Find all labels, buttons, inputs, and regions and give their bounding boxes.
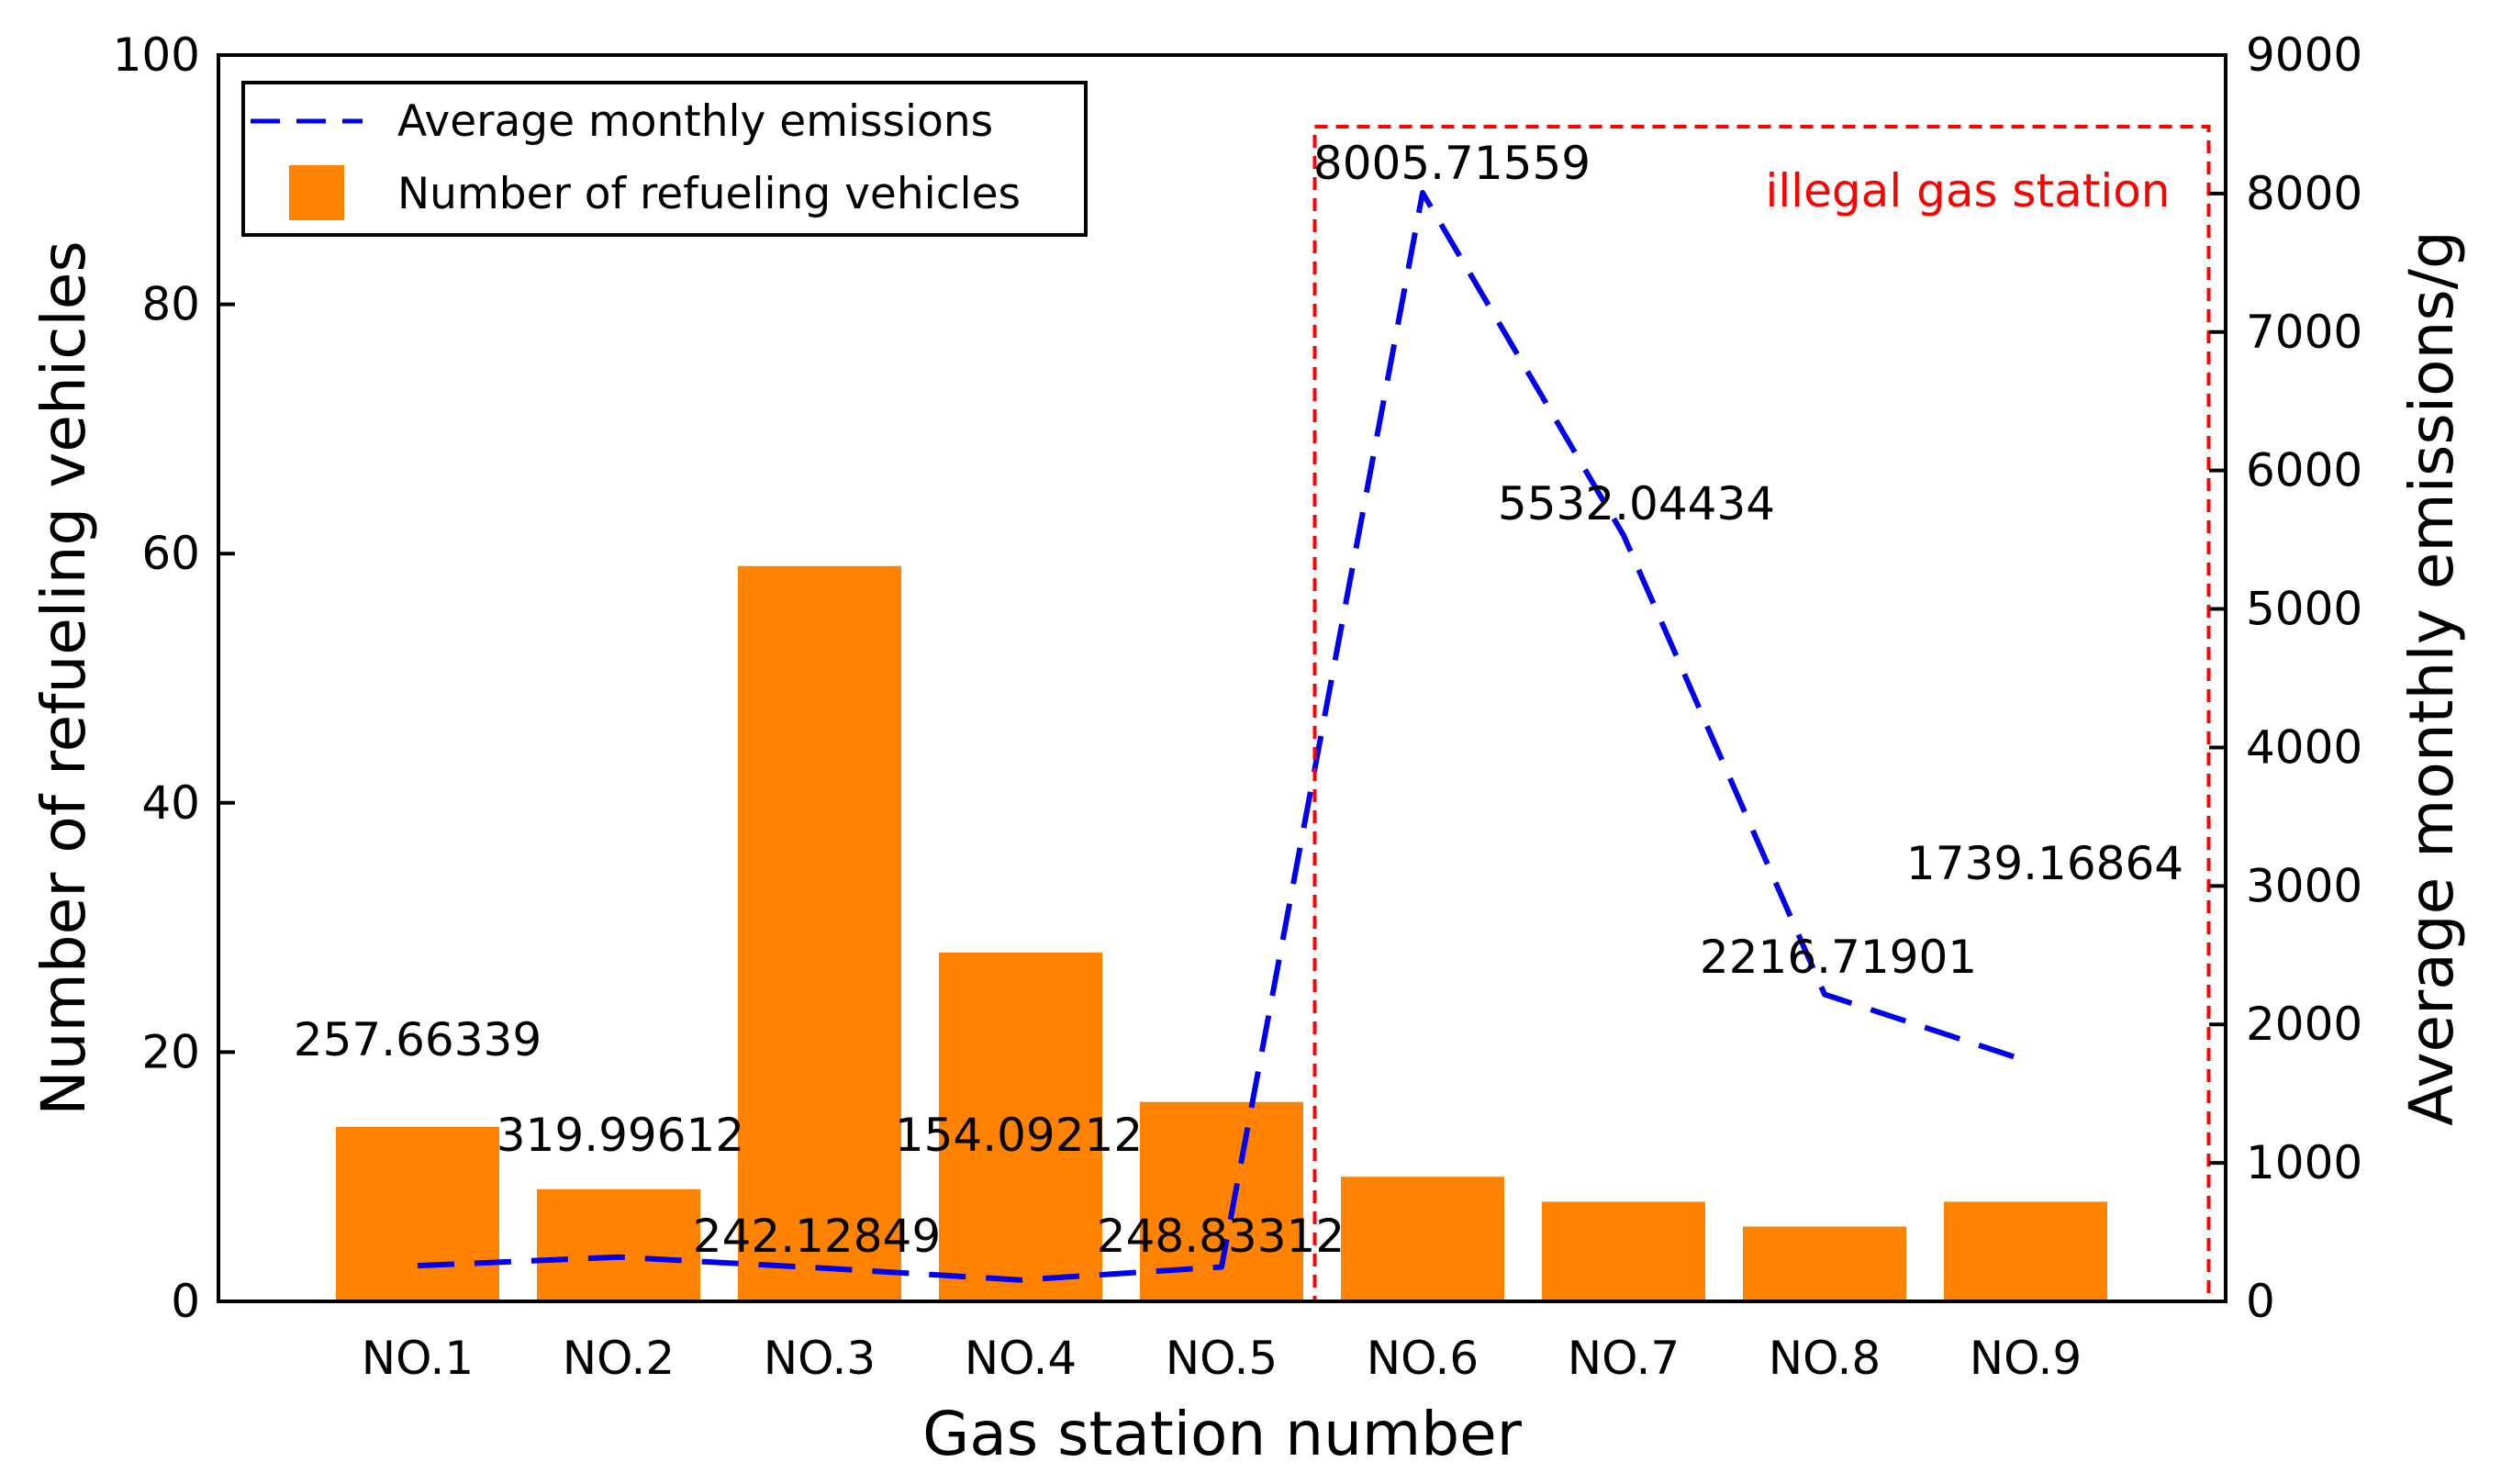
legend-box [241, 81, 1088, 237]
data-label-no2: 319.99612 [497, 1109, 744, 1162]
annotation-group: illegal gas station [1312, 125, 2211, 1303]
data-label-no5: 248.83312 [1097, 1210, 1345, 1263]
right-tick-label: 0 [2246, 1275, 2275, 1328]
annotation-label: illegal gas station [1766, 164, 2171, 218]
y2-axis-title: Average monthly emissions/g [2396, 230, 2467, 1126]
right-tick-label: 4000 [2246, 720, 2362, 774]
right-tick-label: 2000 [2246, 998, 2362, 1051]
x-tick-label-no5: NO.5 [1166, 1332, 1278, 1385]
bar-no9 [1944, 1201, 2107, 1301]
line-series [417, 190, 2026, 1283]
annotation-box [1312, 125, 2211, 1303]
data-label-no4: 154.09212 [895, 1109, 1143, 1162]
data-label-no8: 2216.71901 [1700, 931, 1977, 984]
x-tick-label-no2: NO.2 [563, 1332, 675, 1385]
left-tick-label: 60 [141, 527, 200, 580]
x-tick-label-no9: NO.9 [1970, 1332, 2082, 1385]
right-tick-label: 6000 [2246, 444, 2362, 497]
right-axis-ticks: 0 1000 2000 3000 4000 5000 6000 7000 8000 9000 [2209, 28, 2362, 1328]
legend: Average monthly emissions Number of refu… [241, 81, 1088, 237]
right-tick-label: 7000 [2246, 306, 2362, 359]
legend-swatch-bar [289, 165, 344, 220]
data-label-no9: 1739.16864 [1906, 837, 2183, 890]
left-tick-label: 0 [171, 1275, 200, 1328]
bar-no4 [939, 952, 1102, 1301]
left-tick-label: 40 [141, 776, 200, 830]
right-tick-label: 1000 [2246, 1136, 2362, 1189]
x-tick-label-no3: NO.3 [764, 1332, 876, 1385]
x-tick-label-no8: NO.8 [1769, 1332, 1881, 1385]
y-axis-title: Number of refueling vehicles [28, 240, 99, 1116]
legend-label-bar: Number of refueling vehicles [397, 169, 1021, 219]
right-tick-label: 5000 [2246, 583, 2362, 636]
data-labels: 257.66339 319.99612 242.12849 154.09212 248.… [294, 137, 2183, 1263]
left-axis-ticks: 0 20 40 60 80 100 [113, 28, 235, 1328]
right-tick-label: 9000 [2246, 28, 2362, 82]
x-axis-ticks: NO.1 NO.2 NO.3 NO.4 NO.5 NO.6 NO.7 NO.8 NO.9 [362, 1332, 2082, 1385]
bar-no3 [738, 565, 901, 1301]
data-label-no7: 5532.04434 [1498, 477, 1775, 530]
bar-no2 [537, 1188, 700, 1301]
data-label-no6: 8005.71559 [1313, 137, 1591, 190]
legend-label-line: Average monthly emissions [397, 96, 993, 147]
plot-border [217, 53, 2227, 1303]
left-tick-label: 80 [141, 278, 200, 331]
data-label-no1: 257.66339 [294, 1013, 542, 1066]
x-tick-label-no1: NO.1 [362, 1332, 474, 1385]
x-axis-title: Gas station number [922, 1399, 1523, 1469]
left-tick-label: 100 [113, 28, 200, 82]
bar-no6 [1341, 1177, 1504, 1301]
x-tick-label-no6: NO.6 [1367, 1332, 1479, 1385]
bar-no7 [1542, 1201, 1705, 1301]
left-tick-label: 20 [141, 1025, 200, 1078]
right-tick-label: 8000 [2246, 167, 2362, 220]
x-tick-label-no4: NO.4 [965, 1332, 1077, 1385]
bar-no1 [336, 1126, 499, 1301]
bar-no8 [1743, 1226, 1906, 1301]
data-label-no3: 242.12849 [693, 1210, 941, 1263]
right-tick-label: 3000 [2246, 859, 2362, 912]
x-tick-label-no7: NO.7 [1568, 1332, 1680, 1385]
plot-frame [217, 53, 2227, 1303]
